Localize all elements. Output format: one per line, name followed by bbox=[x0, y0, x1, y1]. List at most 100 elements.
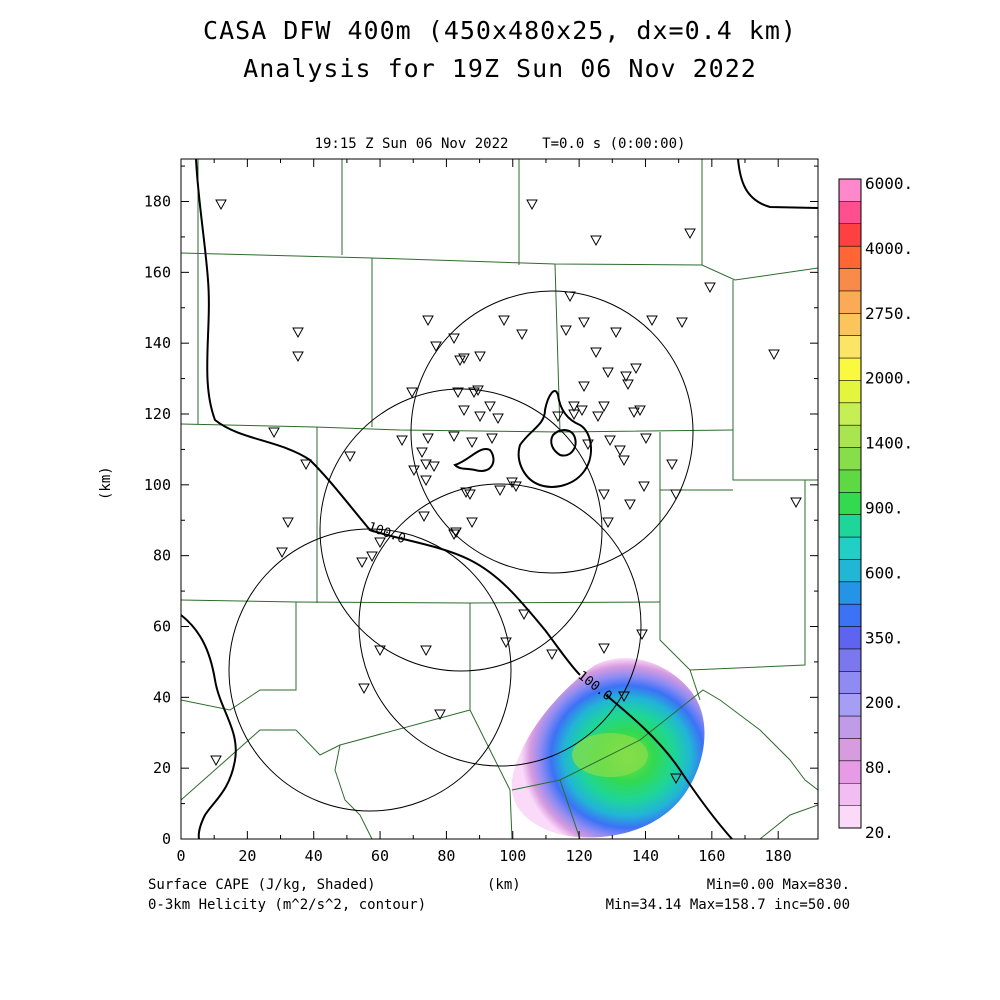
colorbar-swatch bbox=[839, 358, 861, 381]
station-marker bbox=[468, 387, 480, 399]
station-marker bbox=[604, 435, 616, 447]
colorbar-label: 900. bbox=[865, 499, 904, 518]
station-marker bbox=[358, 683, 370, 695]
x-tick-label: 100 bbox=[499, 847, 526, 865]
station-marker bbox=[420, 645, 432, 657]
station-marker bbox=[474, 351, 486, 363]
colorbar-swatch bbox=[839, 290, 861, 314]
station-marker bbox=[408, 465, 420, 477]
station-marker bbox=[454, 355, 466, 367]
station-marker bbox=[598, 489, 610, 501]
colorbar-swatch bbox=[839, 760, 861, 784]
station-marker bbox=[582, 439, 594, 451]
station-marker bbox=[518, 609, 530, 621]
county-boundaries bbox=[181, 159, 818, 839]
x-tick-label: 60 bbox=[371, 847, 389, 865]
station-marker bbox=[484, 401, 496, 413]
station-marker bbox=[560, 325, 572, 337]
contour-stats: Min=34.14 Max=158.7 inc=50.00 bbox=[605, 897, 850, 913]
station-marker bbox=[564, 291, 576, 303]
colorbar-swatch bbox=[839, 447, 861, 471]
station-marker bbox=[590, 235, 602, 247]
colorbar-swatch bbox=[839, 783, 861, 807]
helicity-contours bbox=[181, 159, 818, 839]
station-marker bbox=[458, 405, 470, 417]
station-marker bbox=[636, 629, 648, 641]
y-axis: 0 20 40 60 80 100 120 140 160 180 bbox=[144, 165, 818, 848]
station-marker bbox=[300, 459, 312, 471]
station-marker bbox=[634, 405, 646, 417]
station-marker bbox=[406, 387, 418, 399]
station-marker bbox=[598, 643, 610, 655]
station-marker bbox=[448, 333, 460, 345]
station-marker bbox=[210, 755, 222, 767]
colorbar-label: 80. bbox=[865, 758, 894, 777]
x-tick-label: 160 bbox=[698, 847, 725, 865]
y-tick-label: 40 bbox=[153, 688, 171, 706]
station-marker bbox=[422, 315, 434, 327]
station-marker bbox=[684, 228, 696, 240]
station-marker bbox=[494, 485, 506, 497]
station-marker bbox=[434, 709, 446, 721]
colorbar-swatch bbox=[839, 648, 861, 672]
station-marker bbox=[460, 487, 472, 499]
station-marker bbox=[624, 499, 636, 511]
colorbar-swatch bbox=[839, 581, 861, 605]
colorbar-swatch bbox=[839, 716, 861, 739]
plot-frame bbox=[180, 158, 819, 840]
station-marker bbox=[568, 409, 580, 421]
colorbar-swatch bbox=[839, 671, 861, 695]
station-marker bbox=[614, 445, 626, 457]
x-tick-label: 20 bbox=[238, 847, 256, 865]
y-tick-label: 20 bbox=[153, 759, 171, 777]
y-tick-label: 120 bbox=[144, 405, 171, 423]
station-marker bbox=[578, 381, 590, 393]
station-marker bbox=[768, 349, 780, 361]
station-marker bbox=[416, 447, 428, 459]
station-marker bbox=[622, 379, 634, 391]
station-marker bbox=[630, 363, 642, 375]
station-marker bbox=[276, 547, 288, 559]
station-marker bbox=[602, 367, 614, 379]
station-marker bbox=[464, 489, 476, 501]
colorbar-swatch bbox=[839, 492, 861, 516]
shaded-stats: Min=0.00 Max=830. bbox=[706, 877, 850, 893]
station-marker bbox=[466, 437, 478, 449]
station-marker bbox=[670, 773, 682, 785]
station-marker bbox=[344, 451, 356, 463]
station-marker bbox=[474, 411, 486, 423]
colorbar-swatch bbox=[839, 179, 861, 202]
colorbar-label: 2750. bbox=[865, 304, 913, 323]
x-axis-unit: (km) bbox=[487, 877, 521, 893]
colorbar-label: 1400. bbox=[865, 434, 913, 453]
x-tick-label: 0 bbox=[176, 847, 185, 865]
x-tick-label: 180 bbox=[765, 847, 792, 865]
colorbar-label: 4000. bbox=[865, 239, 913, 258]
station-marker bbox=[422, 433, 434, 445]
station-marker bbox=[418, 511, 430, 523]
station-marker bbox=[546, 649, 558, 661]
x-tick-label: 40 bbox=[305, 847, 323, 865]
colorbar-swatch bbox=[839, 805, 861, 829]
colorbar-label: 600. bbox=[865, 563, 904, 582]
colorbar-swatch bbox=[839, 738, 861, 762]
station-marker bbox=[356, 557, 368, 569]
colorbar-label: 350. bbox=[865, 628, 904, 647]
station-marker bbox=[598, 401, 610, 413]
station-marker bbox=[428, 461, 440, 473]
station-marker bbox=[620, 371, 632, 383]
colorbar-swatch bbox=[839, 402, 861, 426]
station-marker bbox=[466, 517, 478, 529]
colorbar-swatch bbox=[839, 626, 861, 650]
colorbar-frame bbox=[838, 178, 862, 829]
station-marker bbox=[500, 637, 512, 649]
station-marker bbox=[670, 489, 682, 501]
station-marker bbox=[552, 411, 564, 423]
x-tick-label: 120 bbox=[566, 847, 593, 865]
colorbar-label: 20. bbox=[865, 823, 894, 842]
station-marker bbox=[618, 455, 630, 467]
station-marker bbox=[676, 317, 688, 329]
station-marker bbox=[448, 529, 460, 541]
colorbar-swatch bbox=[839, 537, 861, 560]
station-marker bbox=[568, 401, 580, 413]
